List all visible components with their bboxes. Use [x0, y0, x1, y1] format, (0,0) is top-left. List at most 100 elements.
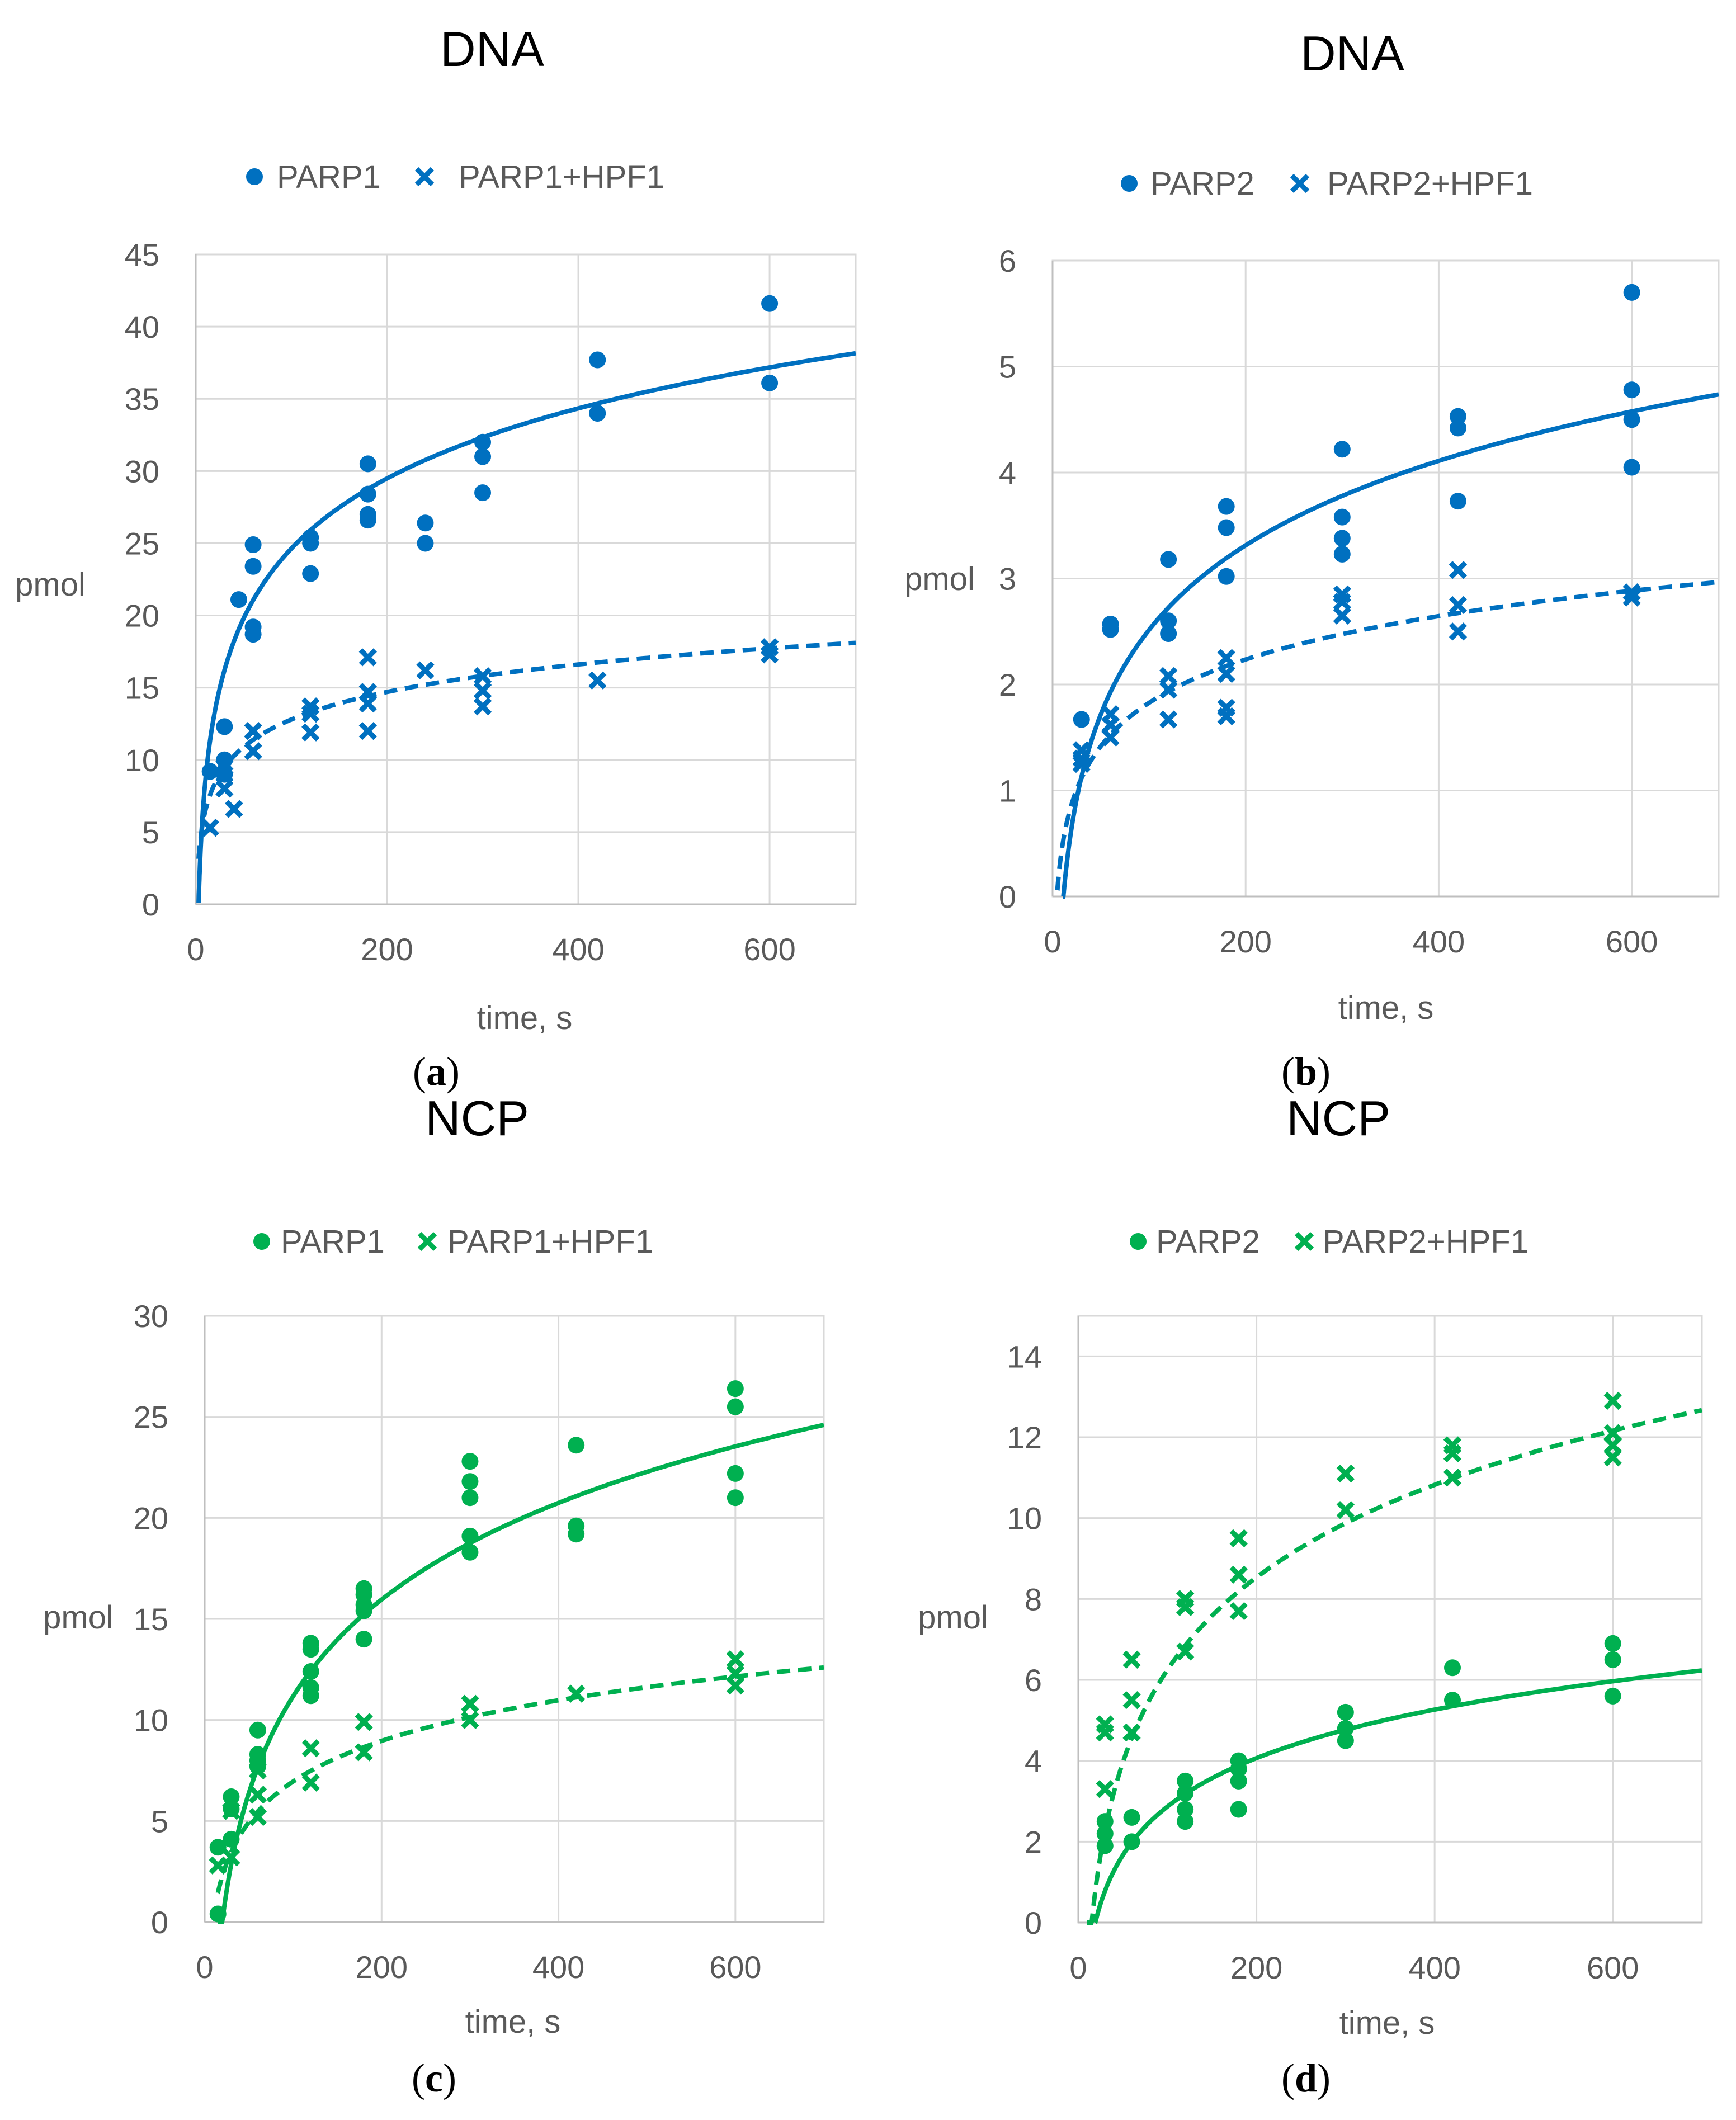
series	[1055, 284, 1719, 899]
data-point	[222, 1802, 240, 1820]
data-point	[760, 638, 779, 657]
legend-label: PARP2	[1156, 1224, 1260, 1260]
data-point	[726, 1664, 745, 1683]
data-point	[201, 818, 219, 837]
series-parp1	[209, 1380, 824, 1924]
data-point	[1604, 1651, 1621, 1668]
data-point	[1623, 284, 1640, 301]
data-point	[302, 529, 319, 546]
legend: PARP1 PARP1+HPF1	[246, 159, 664, 195]
data-point	[1229, 1602, 1248, 1621]
data-point	[474, 448, 492, 465]
panel-b: DNA PARP2 PARP2+HPF1 0 1 2 3 4 5 6 0 200 400 600 p…	[904, 26, 1720, 1094]
legend-label: PARP2+HPF1	[1323, 1224, 1529, 1260]
y-tick-label: 25	[125, 526, 159, 561]
y-tick-label: 35	[125, 381, 159, 417]
data-point	[1604, 1635, 1621, 1652]
legend-marker-circle	[1121, 175, 1138, 192]
series	[196, 295, 856, 903]
y-axis-label: pmol	[918, 1599, 988, 1636]
data-point	[209, 1856, 227, 1875]
data-point	[225, 800, 243, 818]
data-point	[461, 1473, 479, 1490]
x-tick-label: 400	[552, 932, 604, 967]
data-point	[1177, 1813, 1194, 1830]
data-point	[301, 1773, 320, 1792]
data-point	[1229, 1529, 1248, 1548]
data-point	[761, 374, 779, 391]
x-axis-label: time, s	[1339, 2005, 1435, 2041]
data-point	[417, 514, 434, 532]
y-tick-label: 8	[1025, 1581, 1042, 1617]
data-point	[1622, 583, 1641, 602]
data-point	[1218, 568, 1235, 585]
data-point	[244, 558, 262, 575]
data-point	[359, 506, 376, 523]
data-point	[355, 1631, 372, 1648]
x-tick-label: 400	[1408, 1950, 1460, 1985]
data-point	[1229, 1565, 1248, 1584]
x-tick-label: 600	[709, 1949, 761, 1985]
series	[1087, 1391, 1702, 1925]
y-tick-label: 10	[134, 1703, 168, 1738]
data-point	[1159, 681, 1178, 699]
data-point	[355, 1743, 373, 1762]
data-point	[473, 681, 492, 700]
y-tick-label: 15	[134, 1602, 168, 1637]
data-point	[244, 536, 262, 554]
data-point	[1123, 1833, 1140, 1850]
chart-title: DNA	[440, 21, 544, 77]
axes: 0 5 10 15 20 25 30 35 40 45 0 200 400 600	[125, 237, 856, 967]
x-axis-label: time, s	[477, 1000, 573, 1036]
data-point	[248, 1761, 267, 1780]
panel-label: (c)	[412, 2056, 456, 2100]
data-point	[1176, 1642, 1195, 1661]
data-point	[1443, 1469, 1462, 1487]
data-point	[1160, 551, 1177, 568]
data-point	[1096, 1813, 1114, 1830]
data-point	[248, 1786, 267, 1804]
data-point	[567, 1684, 586, 1703]
y-tick-label: 2	[1025, 1824, 1042, 1859]
panel-a: DNA PARP1 PARP1+HPF1 0510152025303540450…	[15, 21, 857, 1094]
series-parp2-hpf1	[1055, 561, 1719, 891]
data-point	[248, 1807, 267, 1826]
data-point	[588, 671, 607, 690]
data-point	[1096, 1715, 1114, 1734]
y-tick-label: 10	[1007, 1501, 1042, 1536]
data-point	[1449, 561, 1468, 579]
data-point	[589, 405, 606, 422]
panel-c: NCP PARP1 PARP1+HPF1 0 5 10 15 20 25 30 0 200 400…	[43, 1090, 825, 2100]
data-point	[727, 1489, 744, 1507]
data-point	[1449, 408, 1466, 425]
y-tick-label: 14	[1007, 1339, 1042, 1374]
y-tick-label: 4	[1025, 1744, 1042, 1779]
data-point	[1333, 508, 1351, 526]
y-tick-label: 1	[999, 773, 1016, 809]
axes: 0 2 4 6 8 10 12 14 0 200 400 600	[1007, 1316, 1702, 1985]
data-point	[1333, 545, 1351, 563]
axes: 0 1 2 3 4 5 6 0 200 400 600	[999, 243, 1719, 959]
legend-label: PARP2	[1150, 166, 1254, 202]
data-point	[1122, 1650, 1141, 1669]
data-point	[1230, 1801, 1247, 1818]
panel-label: (b)	[1281, 1049, 1331, 1094]
x-tick-label: 200	[1230, 1950, 1282, 1985]
legend-marker-circle	[1130, 1233, 1147, 1250]
data-point	[568, 1517, 585, 1534]
y-tick-label: 20	[134, 1500, 168, 1536]
series-parp2-hpf1	[1087, 1391, 1702, 1925]
data-point	[1336, 1464, 1355, 1483]
legend-label: PARP1+HPF1	[459, 159, 664, 195]
trendline	[196, 640, 856, 860]
data-point	[1217, 664, 1235, 683]
y-tick-label: 25	[134, 1400, 168, 1435]
data-point	[359, 485, 376, 503]
data-point	[358, 721, 378, 740]
data-point	[1622, 588, 1641, 607]
gridlines	[1051, 259, 1720, 898]
data-point	[474, 433, 492, 451]
x-tick-label: 200	[361, 932, 413, 967]
x-tick-label: 0	[187, 932, 204, 967]
data-point	[1160, 625, 1177, 643]
